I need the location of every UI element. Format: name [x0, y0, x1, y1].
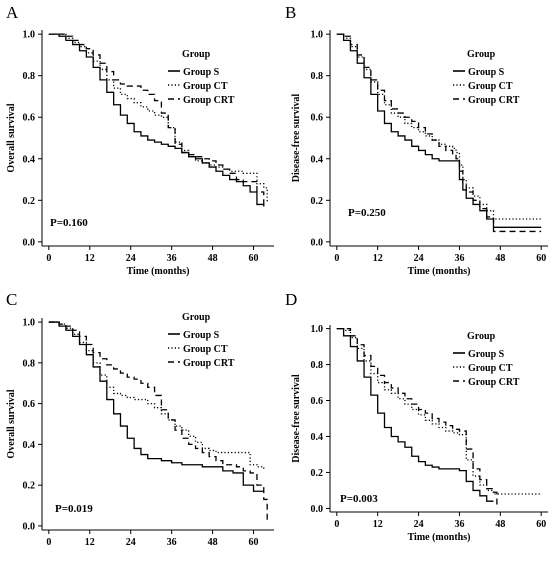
x-tick-label: 24: [414, 253, 424, 264]
x-tick-label: 36: [454, 253, 464, 264]
y-tick-label: 0.6: [23, 113, 36, 124]
y-tick-label: 0.4: [311, 432, 324, 443]
y-axis-label: Overall survival: [6, 103, 17, 172]
x-tick-label: 60: [249, 253, 259, 264]
x-axis-label: Time (months): [408, 532, 471, 543]
series-group-s: [48, 321, 264, 492]
legend: Group Group S Group CT Group CRT: [168, 49, 235, 106]
legend-label: Group S: [468, 67, 505, 78]
x-tick-label: 12: [85, 537, 95, 548]
legend-title: Group: [182, 312, 211, 323]
y-tick-label: 0.0: [311, 237, 324, 248]
y-tick-label: 0.2: [23, 196, 36, 207]
legend-label: Group CT: [183, 81, 228, 92]
panel-letter: C: [6, 290, 17, 309]
x-tick-label: 48: [495, 253, 505, 264]
x-tick-label: 0: [46, 253, 51, 264]
legend-label: Group CT: [468, 81, 513, 92]
legend-label: Group CT: [468, 363, 513, 374]
series-group-crt: [336, 33, 542, 233]
series-group-s: [48, 33, 265, 207]
y-tick-label: 1.0: [23, 318, 36, 329]
p-value: P=0.250: [348, 207, 386, 219]
series-group-crt: [48, 321, 268, 522]
y-tick-label: 0.6: [311, 113, 324, 124]
x-axis-label: Time (months): [127, 266, 190, 277]
y-tick-label: 0.8: [311, 360, 324, 371]
y-tick-label: 0.0: [311, 504, 324, 515]
x-tick-label: 48: [208, 253, 218, 264]
legend: Group Group S Group CT Group CRT: [453, 49, 520, 106]
y-axis-label: Disease-free survival: [291, 374, 302, 463]
legend-title: Group: [467, 331, 496, 342]
x-tick-label: 60: [249, 537, 259, 548]
x-tick-label: 12: [373, 253, 383, 264]
panel-letter: B: [285, 3, 296, 22]
y-tick-label: 0.6: [311, 396, 324, 407]
series-group-ct: [336, 33, 542, 220]
x-tick-label: 0: [46, 537, 51, 548]
p-value: P=0.019: [55, 503, 93, 515]
legend-label: Group S: [183, 67, 220, 78]
x-tick-label: 0: [334, 253, 339, 264]
x-tick-label: 12: [85, 253, 95, 264]
x-tick-label: 24: [126, 537, 136, 548]
legend-label: Group CRT: [183, 358, 235, 369]
y-tick-label: 0.8: [23, 71, 36, 82]
series-group-ct: [48, 33, 268, 203]
y-tick-label: 1.0: [311, 324, 324, 335]
y-tick-label: 1.0: [311, 30, 324, 41]
y-tick-label: 0.2: [23, 481, 36, 492]
y-tick-label: 0.2: [311, 468, 324, 479]
x-tick-label: 0: [334, 519, 339, 530]
x-tick-label: 36: [454, 519, 464, 530]
x-tick-label: 48: [208, 537, 218, 548]
series-group-crt: [48, 33, 265, 207]
legend-label: Group S: [183, 330, 220, 341]
x-tick-label: 60: [536, 519, 546, 530]
y-axis-label: Disease-free survival: [291, 94, 302, 183]
panel-letter: D: [285, 290, 297, 309]
panel-b: B 0.0 0.2 0.4 0.6 0.8 1.0 0 12 24 36 48 60 Time (mont…: [285, 3, 548, 277]
legend-title: Group: [182, 49, 211, 60]
legend-label: Group CRT: [183, 95, 235, 106]
x-tick-label: 24: [414, 519, 424, 530]
x-tick-label: 60: [536, 253, 546, 264]
y-tick-label: 0.4: [23, 154, 36, 165]
p-value: P=0.003: [340, 493, 378, 505]
y-tick-label: 0.0: [23, 521, 36, 532]
legend: Group Group S Group CT Group CRT: [168, 312, 235, 369]
x-tick-label: 36: [167, 537, 177, 548]
y-tick-label: 0.8: [311, 71, 324, 82]
x-axis-label: Time (months): [408, 266, 471, 277]
y-tick-label: 0.4: [311, 154, 324, 165]
legend-label: Group CT: [183, 344, 228, 355]
p-value: P=0.160: [50, 217, 88, 229]
panel-c: C 0.0 0.2 0.4 0.6 0.8 1.0 0 12 24 36 48 60 Overall su…: [6, 290, 274, 548]
legend-label: Group CRT: [468, 95, 520, 106]
y-tick-label: 0.8: [23, 358, 36, 369]
x-tick-label: 48: [495, 519, 505, 530]
legend-label: Group CRT: [468, 377, 520, 388]
panel-a: A 0.0 0.2 0.4 0.6 0.8 1.0 0 12 24 36 48 60 Time (mont…: [6, 3, 274, 277]
x-tick-label: 24: [126, 253, 136, 264]
x-tick-label: 36: [167, 253, 177, 264]
panel-letter: A: [6, 3, 19, 22]
series-group-s: [336, 33, 542, 228]
legend: Group Group S Group CT Group CRT: [453, 331, 520, 388]
x-tick-label: 12: [373, 519, 383, 530]
series-group-s: [336, 327, 494, 502]
y-tick-label: 0.0: [23, 237, 36, 248]
y-tick-label: 0.4: [23, 440, 36, 451]
series-group-ct: [336, 327, 542, 495]
legend-title: Group: [467, 49, 496, 60]
y-axis-label: Overall survival: [6, 389, 17, 458]
panel-d: D 0.0 0.2 0.4 0.6 0.8 1.0 0 12 24 36 48 60 Time (mont…: [285, 290, 548, 543]
legend-label: Group S: [468, 349, 505, 360]
y-tick-label: 1.0: [23, 30, 36, 41]
y-tick-label: 0.6: [23, 399, 36, 410]
series-group-ct: [48, 321, 265, 469]
y-tick-label: 0.2: [311, 196, 324, 207]
